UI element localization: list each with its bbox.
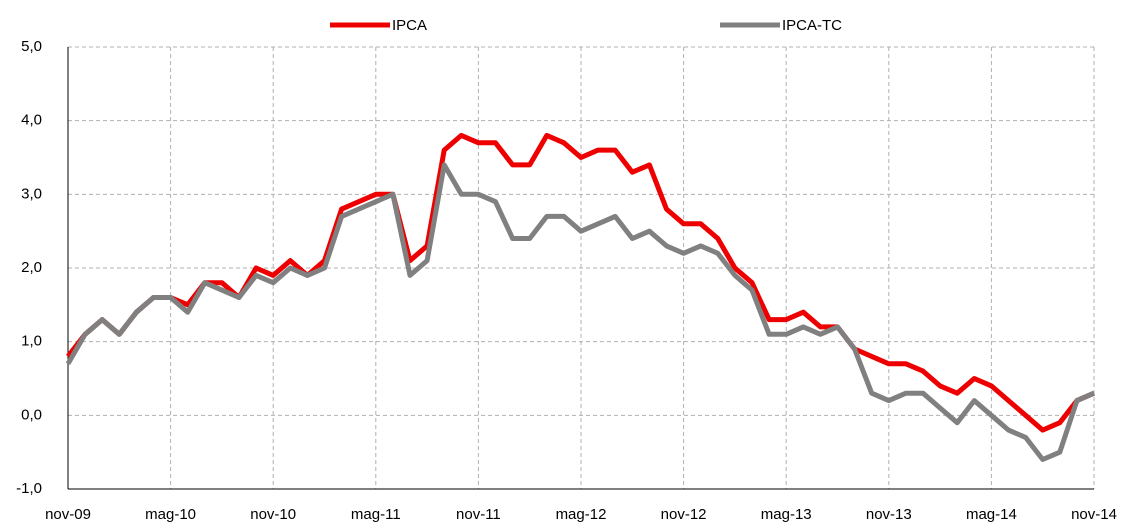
legend-label: IPCA-TC [782, 17, 842, 34]
y-tick-label: 3,0 [21, 185, 42, 202]
x-tick-label: mag-14 [966, 506, 1017, 523]
x-tick-label: nov-13 [866, 506, 912, 523]
series-line [65, 162, 1095, 462]
y-tick-label: 2,0 [21, 259, 42, 276]
x-tick-label: mag-11 [351, 506, 401, 523]
x-tick-label: nov-09 [45, 506, 91, 523]
x-tick-label: nov-12 [661, 506, 707, 523]
x-tick-label: mag-13 [761, 506, 812, 523]
x-tick-label: nov-11 [456, 506, 501, 523]
y-tick-label: 5,0 [21, 38, 42, 55]
x-tick-label: nov-14 [1071, 506, 1117, 523]
y-tick-label: 4,0 [21, 112, 42, 129]
y-tick-label: 1,0 [21, 333, 42, 350]
legend-label: IPCA [392, 17, 427, 34]
y-tick-label: -1,0 [16, 480, 42, 497]
y-tick-label: 0,0 [21, 406, 42, 423]
x-tick-label: mag-10 [145, 506, 196, 523]
x-tick-label: nov-10 [250, 506, 296, 523]
x-tick-label: mag-12 [556, 506, 607, 523]
